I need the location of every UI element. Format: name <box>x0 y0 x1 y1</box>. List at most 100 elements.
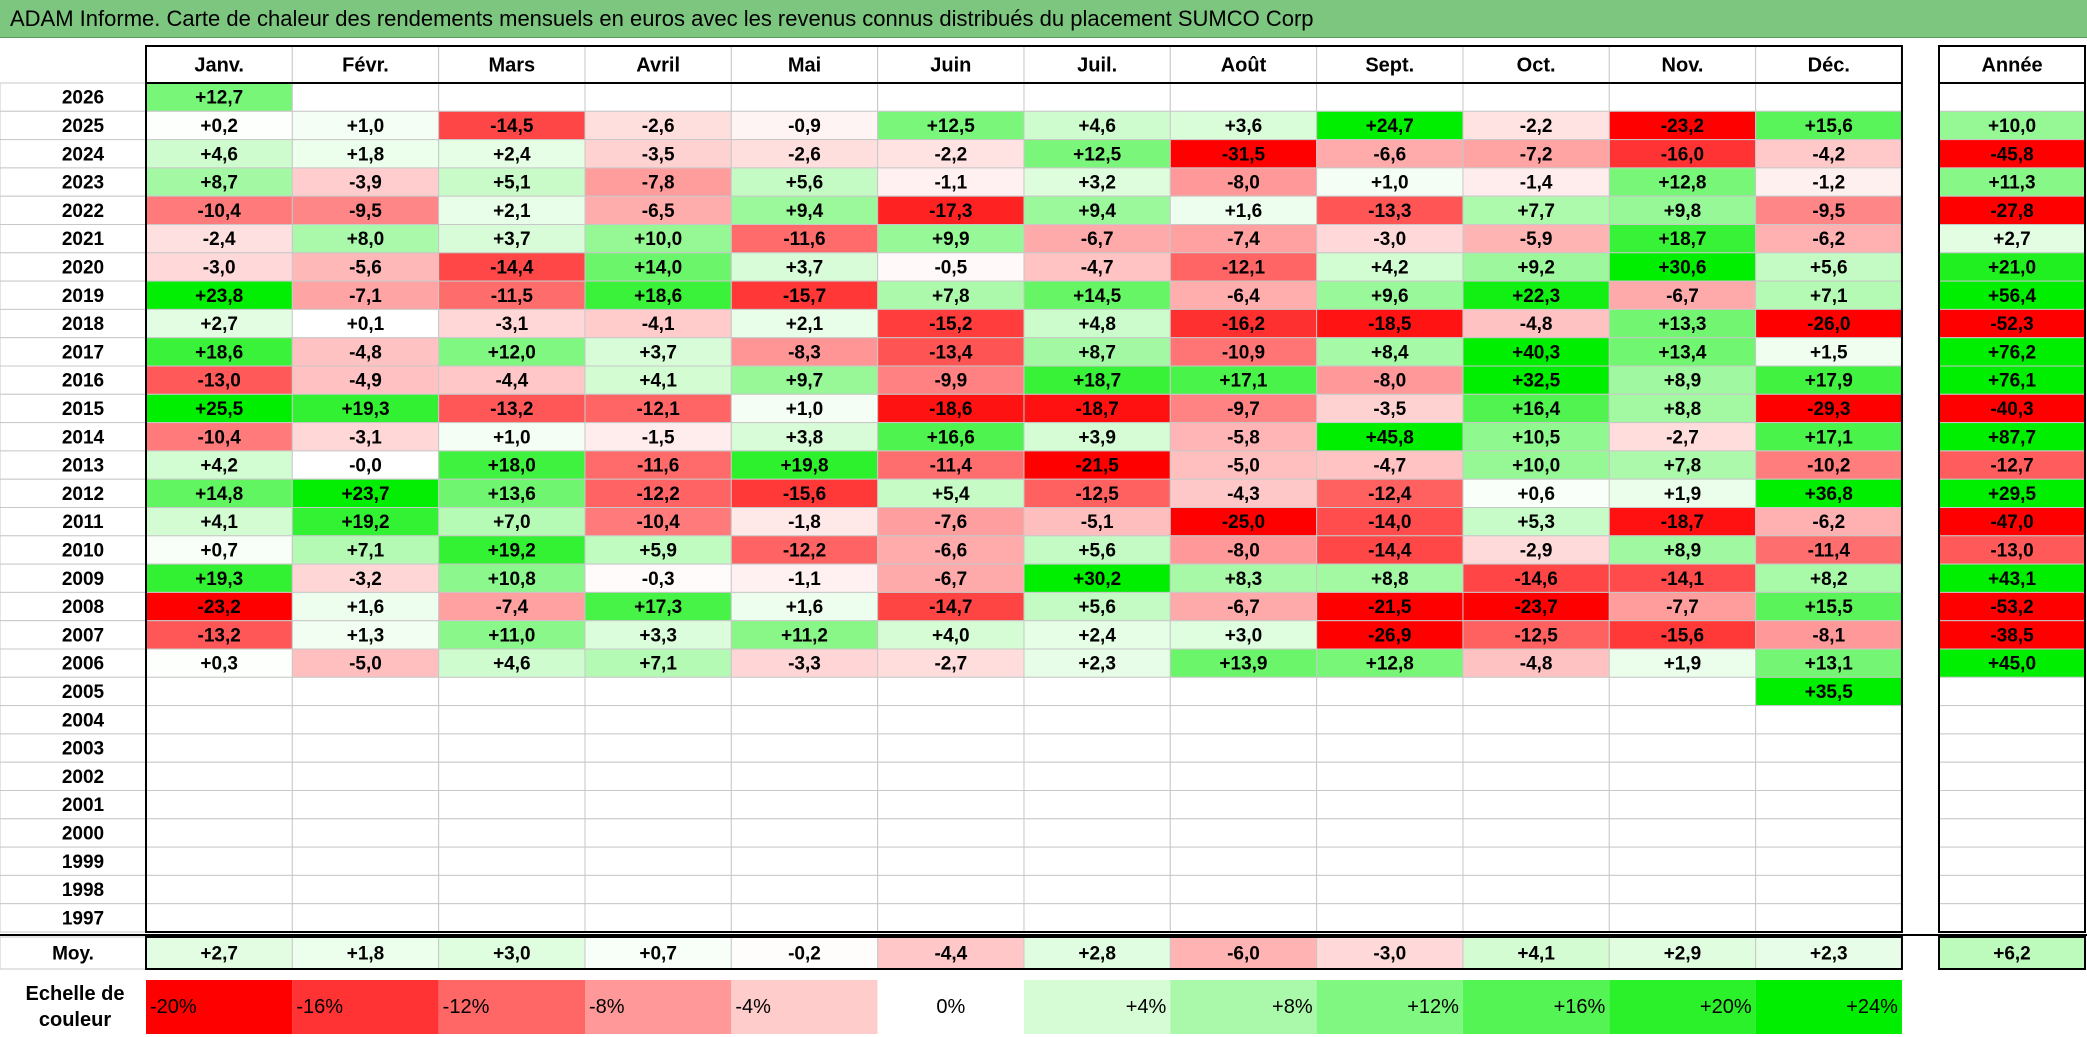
heatmap-cell-value: -5,8 <box>1227 427 1260 448</box>
heatmap-cell <box>438 676 586 707</box>
month-header-label: Sept. <box>1365 55 1414 77</box>
heatmap-cell <box>1608 705 1757 735</box>
heatmap-cell <box>1169 507 1318 537</box>
heatmap-cell <box>1462 110 1610 141</box>
heatmap-cell <box>1169 224 1318 254</box>
heatmap-cell-value: -8,0 <box>1227 173 1260 194</box>
heatmap-cell-value: -26,9 <box>1368 625 1411 646</box>
scale-swatch-label: -16% <box>296 996 343 1018</box>
heatmap-cell-value: +8,2 <box>1810 569 1848 590</box>
heatmap-cell <box>1608 507 1757 537</box>
heatmap-cell <box>584 733 732 763</box>
heatmap-cell-value: +1,8 <box>347 144 385 165</box>
heatmap-cell <box>1023 790 1171 820</box>
heatmap-cell <box>291 535 440 565</box>
heatmap-cell-value: -3,0 <box>203 257 236 278</box>
heatmap-cell <box>584 195 732 225</box>
heatmap-cell <box>1462 705 1610 735</box>
heatmap-cell <box>145 676 293 707</box>
heatmap-cell-value: +5,6 <box>1078 597 1116 618</box>
heatmap-cell-value: +0,3 <box>200 654 238 675</box>
heatmap-cell-value: -6,7 <box>1227 597 1260 618</box>
heatmap-cell <box>1316 224 1464 254</box>
year-cell <box>0 733 147 763</box>
annual-cell-value: -47,0 <box>1990 512 2033 533</box>
heatmap-cell <box>438 591 586 622</box>
heatmap-cell <box>291 846 440 876</box>
heatmap-cell-value: -14,4 <box>1368 540 1412 561</box>
heatmap-cell <box>1755 874 1903 905</box>
heatmap-cell-value: +15,5 <box>1805 597 1854 618</box>
heatmap-cell-value: -3,1 <box>495 314 528 335</box>
heatmap-cell-value: +8,8 <box>1664 399 1702 420</box>
heatmap-cell-value: -4,1 <box>642 314 675 335</box>
year-label: 2026 <box>62 88 104 109</box>
heatmap-cell <box>1755 846 1903 876</box>
heatmap-cell-value: +2,3 <box>1078 654 1116 675</box>
heatmap-cell <box>877 167 1025 197</box>
heatmap-cell-value: +8,3 <box>1225 569 1263 590</box>
heatmap-cell <box>438 563 586 593</box>
heatmap-cell <box>1462 422 1610 452</box>
heatmap-cell <box>145 874 293 905</box>
heatmap-cell-value: +3,0 <box>1225 625 1263 646</box>
heatmap-cell-value: -3,5 <box>642 144 675 165</box>
heatmap-cell <box>1608 535 1757 565</box>
heatmap-cell <box>877 422 1025 452</box>
heatmap-cell-value: -10,4 <box>198 427 242 448</box>
heatmap-cell <box>730 903 879 933</box>
heatmap-cell <box>1169 874 1318 905</box>
heatmap-cell <box>1462 308 1610 339</box>
heatmap-cell <box>1023 676 1171 707</box>
heatmap-cell <box>1462 818 1610 848</box>
average-cell-value: +2,8 <box>1078 944 1116 965</box>
heatmap-cell <box>1608 676 1757 707</box>
month-header-label: Mai <box>788 55 821 77</box>
heatmap-cell-value: +17,9 <box>1805 371 1853 392</box>
scale-swatch-label: -4% <box>735 996 771 1018</box>
heatmap-cell <box>584 705 732 735</box>
heatmap-cell <box>1608 761 1757 792</box>
heatmap-cell-value: -5,0 <box>349 654 382 675</box>
grid-border <box>145 45 1903 933</box>
heatmap-cell <box>1169 167 1318 197</box>
heatmap-cell <box>145 308 293 339</box>
annual-cell <box>1938 790 2086 820</box>
chart-title: ADAM Informe. Carte de chaleur des rende… <box>10 6 1314 31</box>
scale-swatch <box>1023 980 1171 1034</box>
heatmap-cell-value: +8,7 <box>1078 342 1116 363</box>
scale-swatch-label: -8% <box>589 996 625 1018</box>
heatmap-cell <box>584 422 732 452</box>
heatmap-cell-value: -4,8 <box>349 342 382 363</box>
annual-cell <box>1938 846 2086 876</box>
scale-swatch-label: +8% <box>1272 996 1313 1018</box>
heatmap-cell <box>1755 591 1903 622</box>
annual-cell <box>1938 252 2086 282</box>
heatmap-cell-value: +3,3 <box>639 625 677 646</box>
average-cell-value: +2,9 <box>1664 944 1702 965</box>
heatmap-cell <box>1755 393 1903 424</box>
title-bar: ADAM Informe. Carte de chaleur des rende… <box>0 0 2087 38</box>
heatmap-cell-value: -8,1 <box>1812 625 1845 646</box>
heatmap-cell-value: -18,7 <box>1661 512 1704 533</box>
heatmap-cell-value: -29,3 <box>1807 399 1850 420</box>
heatmap-cell <box>1755 648 1903 678</box>
heatmap-cell <box>145 280 293 310</box>
heatmap-cell <box>584 591 732 622</box>
year-cell <box>0 224 147 254</box>
heatmap-cell-value: +8,7 <box>200 173 238 194</box>
heatmap-cell-value: -7,7 <box>1666 597 1699 618</box>
heatmap-cell <box>1316 818 1464 848</box>
heatmap-cell-value: -14,4 <box>490 257 534 278</box>
heatmap-cell <box>730 818 879 848</box>
heatmap-cell-value: -31,5 <box>1222 144 1266 165</box>
heatmap-cell-value: -10,2 <box>1807 456 1850 477</box>
heatmap-cell <box>877 790 1025 820</box>
heatmap-cell <box>1169 676 1318 707</box>
average-cell <box>1316 936 1464 970</box>
heatmap-cell-value: -16,0 <box>1661 144 1704 165</box>
heatmap-cell <box>1023 733 1171 763</box>
heatmap-cell-value: +17,1 <box>1805 427 1854 448</box>
heatmap-cell <box>1608 195 1757 225</box>
heatmap-cell-value: -15,2 <box>929 314 972 335</box>
